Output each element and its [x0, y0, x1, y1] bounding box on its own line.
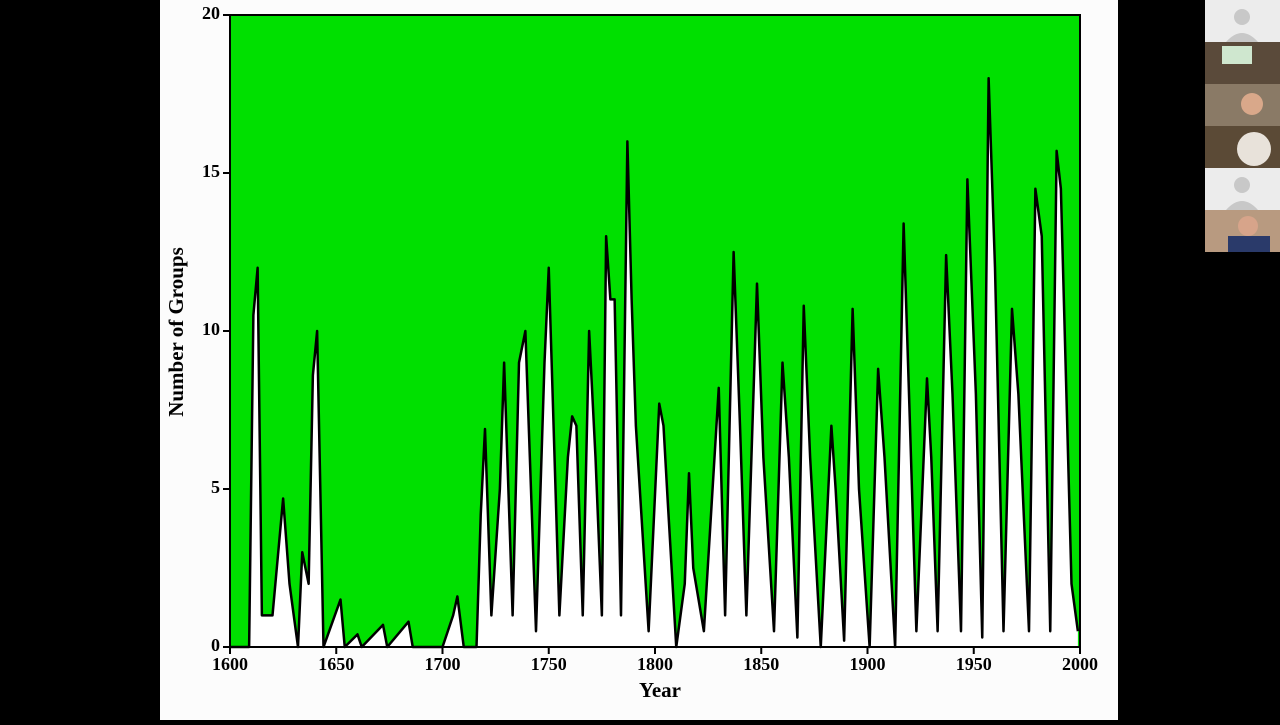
- x-tick-label: 1950: [956, 654, 992, 674]
- y-axis-title: Number of Groups: [164, 247, 188, 417]
- avatar: [1234, 9, 1250, 25]
- participants: [1205, 0, 1280, 252]
- avatar: [1234, 177, 1250, 193]
- x-tick-label: 1600: [212, 654, 248, 674]
- x-tick-label: 1650: [318, 654, 354, 674]
- face: [1237, 132, 1271, 166]
- x-tick-label: 1900: [850, 654, 886, 674]
- face: [1238, 216, 1258, 236]
- x-tick-label: 1850: [743, 654, 779, 674]
- x-tick-label: 1700: [425, 654, 461, 674]
- shirt: [1228, 236, 1270, 252]
- face: [1241, 93, 1263, 115]
- x-tick-label: 1750: [531, 654, 567, 674]
- chart: Year Number of Groups 0 5 10 15 20 1600 1650 17…: [164, 3, 1098, 702]
- y-tick-label: 5: [211, 477, 220, 497]
- y-tick-label: 10: [202, 319, 220, 339]
- x-axis-title: Year: [639, 678, 681, 702]
- series-line: [230, 76, 1080, 649]
- avatar: [1226, 201, 1258, 210]
- y-tick-label: 0: [211, 635, 220, 655]
- x-tick-label: 1800: [637, 654, 673, 674]
- x-tick-label: 2000: [1062, 654, 1098, 674]
- video: [1222, 46, 1252, 64]
- y-tick-label: 15: [202, 161, 220, 181]
- y-tick-label: 20: [202, 3, 220, 23]
- avatar: [1226, 33, 1258, 42]
